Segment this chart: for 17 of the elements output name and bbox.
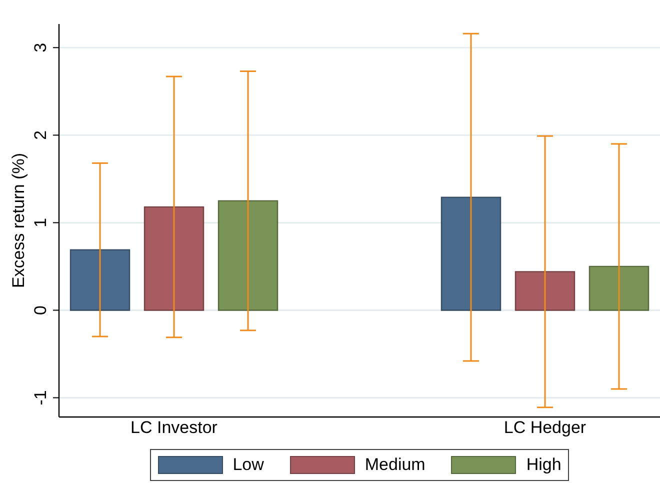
bar [70,249,130,311]
legend-label: High [526,455,562,474]
y-tick-label: 0 [31,305,50,315]
bar [440,196,502,311]
legend-label: Low [232,455,264,474]
x-tick-label: LC Hedger [504,418,586,438]
legend-label: Medium [364,455,426,474]
y-tick-label: 3 [31,42,50,52]
bar [588,266,650,311]
bar [218,200,278,311]
bar [144,206,204,311]
y-tick-label: -1 [31,390,50,406]
x-tick-label: LC Investor [130,418,218,438]
bar [514,271,576,311]
y-tick-label: 1 [31,218,50,228]
y-tick-label: 2 [31,130,50,140]
y-axis-title: Excess return (%) [9,152,28,288]
